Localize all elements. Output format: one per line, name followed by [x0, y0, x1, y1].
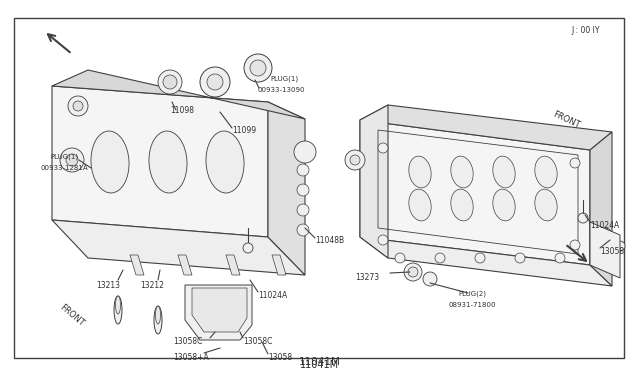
Polygon shape — [178, 255, 192, 275]
Polygon shape — [52, 70, 305, 119]
Circle shape — [158, 70, 182, 94]
Polygon shape — [590, 132, 612, 286]
Circle shape — [297, 204, 309, 216]
Text: 13273: 13273 — [355, 273, 379, 282]
Text: 00933-1281A: 00933-1281A — [40, 165, 88, 171]
Text: 11048B: 11048B — [315, 235, 344, 244]
Circle shape — [66, 154, 78, 166]
Circle shape — [598, 228, 612, 242]
Text: 11024A: 11024A — [590, 221, 620, 230]
Circle shape — [423, 272, 437, 286]
Text: 13058: 13058 — [600, 247, 624, 257]
Circle shape — [297, 224, 309, 236]
Polygon shape — [590, 222, 620, 278]
Ellipse shape — [451, 189, 473, 221]
Text: 11041M: 11041M — [300, 360, 340, 370]
Circle shape — [378, 143, 388, 153]
Polygon shape — [226, 255, 240, 275]
Text: 13213: 13213 — [96, 280, 120, 289]
Text: J : 00 IY: J : 00 IY — [572, 26, 600, 35]
Text: 13212: 13212 — [140, 280, 164, 289]
Circle shape — [207, 74, 223, 90]
Circle shape — [73, 101, 83, 111]
Circle shape — [294, 141, 316, 163]
Text: PLUG(2): PLUG(2) — [458, 291, 486, 297]
Polygon shape — [192, 288, 247, 332]
Ellipse shape — [451, 156, 473, 188]
Polygon shape — [185, 285, 252, 340]
Ellipse shape — [154, 306, 162, 334]
Text: 11098: 11098 — [170, 106, 194, 115]
Ellipse shape — [149, 131, 187, 193]
Text: 13058C: 13058C — [243, 337, 273, 346]
Circle shape — [60, 148, 84, 172]
Polygon shape — [360, 105, 612, 150]
Circle shape — [378, 235, 388, 245]
Circle shape — [395, 253, 405, 263]
Circle shape — [615, 241, 625, 251]
Polygon shape — [268, 102, 305, 275]
Ellipse shape — [114, 296, 122, 324]
Circle shape — [250, 60, 266, 76]
Circle shape — [163, 75, 177, 89]
Circle shape — [570, 240, 580, 250]
Polygon shape — [360, 237, 612, 286]
Circle shape — [515, 253, 525, 263]
Text: FRONT: FRONT — [58, 302, 86, 328]
Ellipse shape — [91, 131, 129, 193]
Circle shape — [345, 150, 365, 170]
Circle shape — [244, 54, 272, 82]
Text: 11041M: 11041M — [299, 357, 341, 367]
Text: PLUG(1): PLUG(1) — [270, 76, 298, 82]
Ellipse shape — [493, 189, 515, 221]
Polygon shape — [52, 86, 268, 237]
Ellipse shape — [206, 131, 244, 193]
Polygon shape — [130, 255, 144, 275]
Text: 13058+A: 13058+A — [173, 353, 209, 362]
Ellipse shape — [493, 156, 515, 188]
Text: FRONT: FRONT — [551, 110, 581, 130]
Circle shape — [404, 263, 422, 281]
Circle shape — [570, 158, 580, 168]
Text: 11099: 11099 — [232, 125, 256, 135]
Circle shape — [578, 213, 588, 223]
Polygon shape — [52, 220, 305, 275]
Ellipse shape — [409, 156, 431, 188]
Text: 11024A: 11024A — [258, 291, 287, 299]
Circle shape — [475, 253, 485, 263]
Polygon shape — [360, 120, 590, 265]
Polygon shape — [272, 255, 286, 275]
Ellipse shape — [535, 189, 557, 221]
Ellipse shape — [115, 296, 120, 314]
Text: 13058: 13058 — [268, 353, 292, 362]
Text: 13058C: 13058C — [173, 337, 202, 346]
Ellipse shape — [409, 189, 431, 221]
Text: PLUG(1): PLUG(1) — [50, 154, 78, 160]
Circle shape — [435, 253, 445, 263]
Text: 08931-71800: 08931-71800 — [449, 302, 497, 308]
Circle shape — [555, 253, 565, 263]
Circle shape — [408, 267, 418, 277]
Circle shape — [200, 67, 230, 97]
Circle shape — [350, 155, 360, 165]
Circle shape — [297, 184, 309, 196]
Text: 00933-13090: 00933-13090 — [258, 87, 305, 93]
Circle shape — [68, 96, 88, 116]
Circle shape — [243, 243, 253, 253]
Ellipse shape — [156, 306, 161, 324]
Circle shape — [297, 164, 309, 176]
Polygon shape — [360, 105, 388, 258]
Ellipse shape — [535, 156, 557, 188]
